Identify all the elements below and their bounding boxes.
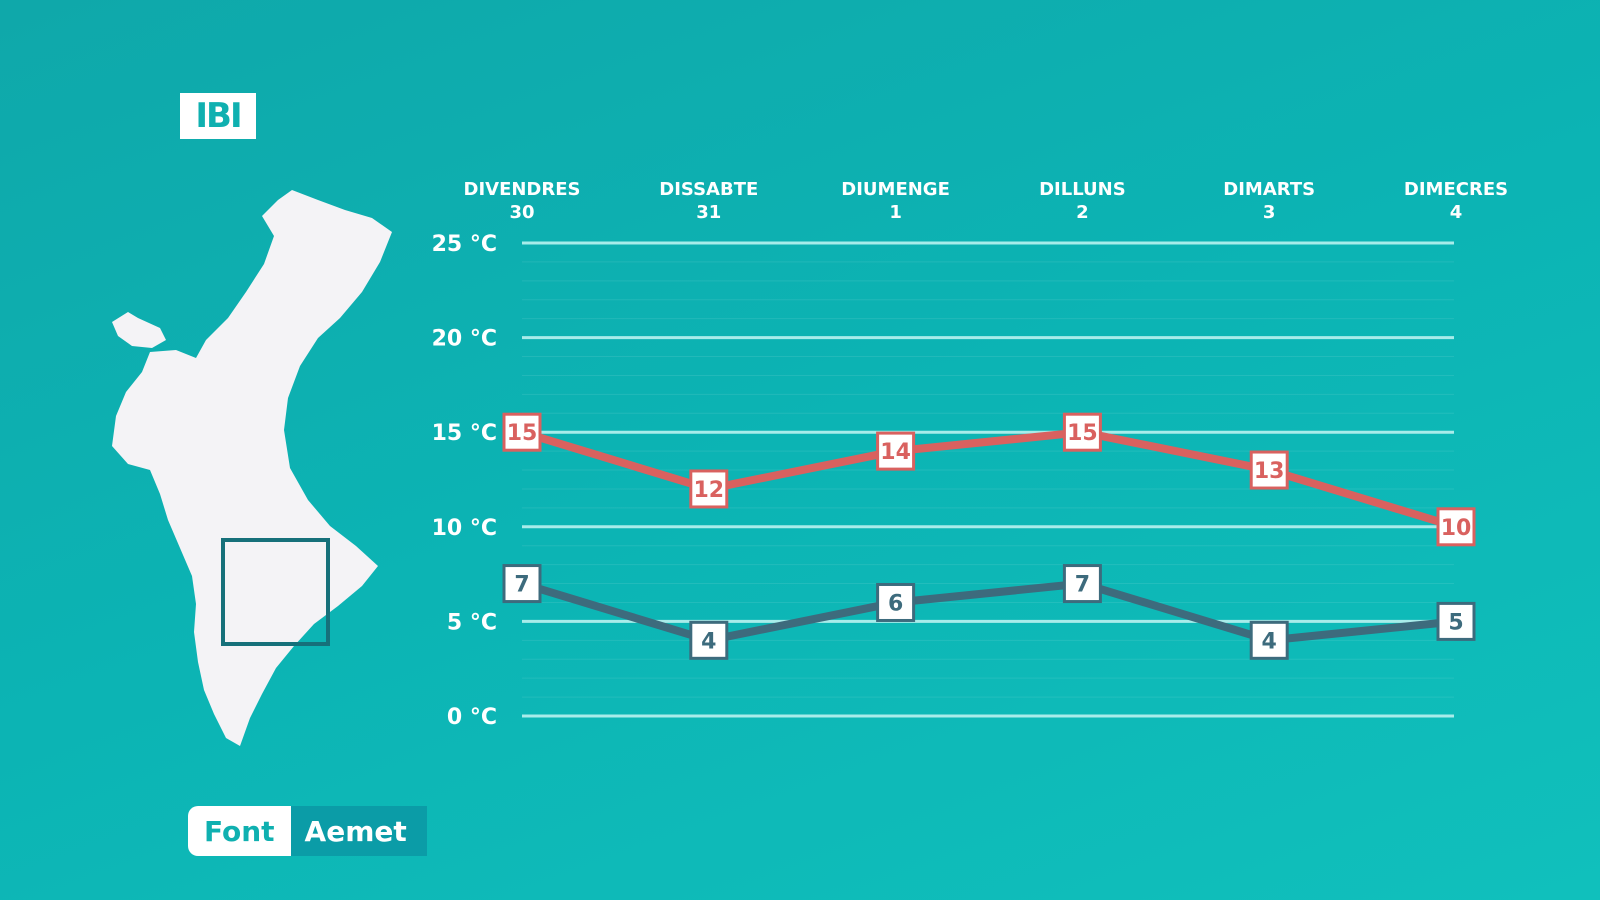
x-tick-date: 30 (509, 202, 534, 223)
data-label-max: 12 (693, 478, 724, 503)
marker-min (1436, 601, 1476, 641)
island-shape (112, 312, 166, 348)
y-tick-label: 25 °C (432, 232, 497, 257)
y-axis-labels: 25 °C 20 °C 15 °C 10 °C 5 °C 0 °C (432, 232, 497, 730)
marker-min (876, 582, 916, 622)
data-label-min: 4 (701, 629, 716, 654)
data-label-min: 5 (1448, 610, 1463, 635)
minor-grid (522, 261, 1454, 698)
source-label: Font (188, 806, 291, 856)
marker-max (1249, 450, 1289, 490)
marker-max (502, 412, 542, 452)
x-tick-day: DISSABTE (659, 179, 758, 200)
y-tick-label: 10 °C (432, 516, 497, 541)
data-label-max: 10 (1441, 516, 1472, 541)
x-tick-day: DILLUNS (1039, 179, 1126, 200)
x-tick-day: DIMECRES (1404, 179, 1508, 200)
series-lines (520, 428, 1458, 645)
y-tick-label: 20 °C (432, 327, 497, 352)
data-label-min: 6 (888, 591, 903, 616)
data-label-min: 7 (1075, 573, 1090, 598)
source-tag: Font Aemet (188, 806, 427, 856)
x-tick-date: 31 (696, 202, 721, 223)
x-tick-day: DIVENDRES (464, 179, 581, 200)
marker-min (502, 564, 542, 604)
marker-max (689, 469, 729, 509)
marker-min (1062, 564, 1102, 604)
x-tick-day: DIMARTS (1223, 179, 1315, 200)
series-markers: 15 12 14 15 13 10 7 4 6 7 4 5 (502, 412, 1476, 660)
location-badge: IBI (180, 93, 256, 139)
x-tick-date: 1 (889, 202, 902, 223)
data-label-max: 13 (1254, 459, 1285, 484)
series-line-min (520, 579, 1457, 645)
region-map-shape (112, 190, 392, 746)
location-marker (221, 538, 330, 646)
data-label-max: 14 (880, 440, 911, 465)
marker-max (1436, 507, 1476, 547)
data-label-max: 15 (1067, 421, 1098, 446)
data-label-min: 7 (514, 573, 529, 598)
x-tick-date: 4 (1450, 202, 1463, 223)
marker-min (1249, 620, 1289, 660)
x-tick-day: DIUMENGE (841, 179, 950, 200)
source-value: Aemet (290, 806, 427, 856)
marker-min (689, 620, 729, 660)
y-tick-label: 15 °C (432, 421, 497, 446)
x-tick-date: 2 (1076, 202, 1089, 223)
series-line-max (520, 428, 1458, 531)
x-tick-date: 3 (1263, 202, 1276, 223)
y-tick-label: 5 °C (447, 610, 497, 635)
region-map (112, 190, 392, 746)
marker-max (876, 431, 916, 471)
data-label-min: 4 (1262, 629, 1277, 654)
data-label-max: 15 (507, 421, 538, 446)
major-grid (522, 241, 1454, 718)
marker-max (1062, 412, 1102, 452)
y-tick-label: 0 °C (447, 705, 497, 730)
